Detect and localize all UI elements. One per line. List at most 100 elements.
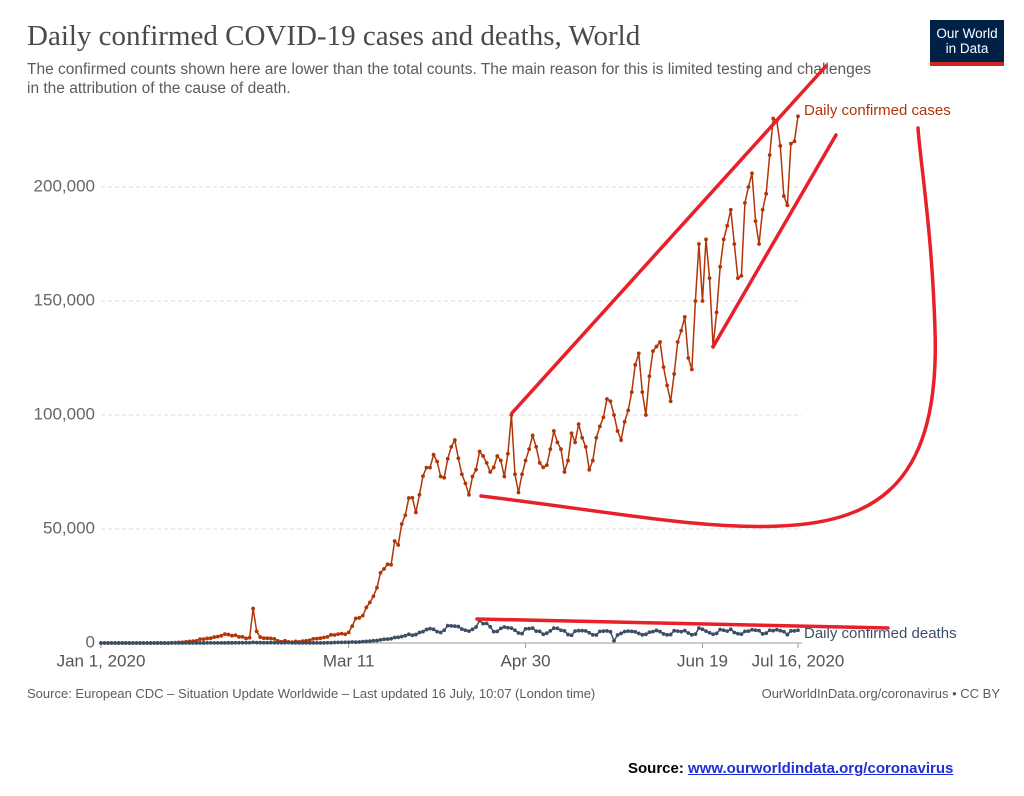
- data-point: [474, 625, 478, 629]
- data-point: [530, 626, 535, 631]
- data-point: [307, 641, 312, 645]
- data-point: [615, 633, 620, 637]
- data-point: [746, 185, 751, 189]
- data-point: [612, 638, 616, 643]
- data-point: [714, 310, 719, 315]
- data-point: [222, 640, 227, 645]
- data-point: [523, 626, 528, 631]
- data-point: [382, 637, 386, 642]
- data-point: [700, 627, 705, 632]
- data-point: [757, 242, 761, 246]
- data-point: [148, 641, 153, 645]
- source-link[interactable]: www.ourworldindata.org/coronavirus: [688, 760, 954, 777]
- data-point: [569, 431, 574, 436]
- data-point: [544, 463, 549, 468]
- data-point: [212, 640, 217, 645]
- data-point: [569, 633, 574, 638]
- data-point: [145, 641, 149, 645]
- data-point: [138, 641, 142, 645]
- data-point: [509, 626, 514, 631]
- data-point: [679, 328, 684, 333]
- data-point: [396, 543, 401, 547]
- data-point: [364, 605, 369, 610]
- data-point: [371, 594, 376, 599]
- data-point: [636, 351, 641, 356]
- data-point: [764, 631, 769, 636]
- data-point: [590, 458, 595, 463]
- data-point: [389, 562, 394, 567]
- data-point: [488, 624, 493, 629]
- data-point: [343, 640, 348, 645]
- data-point: [353, 616, 358, 621]
- source: Source: European CDC – Situation Update …: [27, 686, 596, 701]
- data-point: [484, 460, 489, 465]
- data-point: [141, 641, 146, 645]
- data-point: [643, 632, 648, 637]
- data-point: [470, 627, 475, 632]
- data-point: [169, 641, 174, 645]
- data-point: [516, 631, 521, 635]
- data-point: [244, 640, 248, 645]
- data-point: [360, 639, 365, 644]
- data-point: [424, 465, 429, 470]
- data-point: [707, 630, 712, 635]
- data-point: [523, 458, 528, 463]
- data-point: [233, 633, 238, 638]
- data-point: [474, 467, 478, 472]
- data-point: [633, 362, 638, 367]
- data-point: [467, 492, 471, 497]
- x-tick-label: Jun 19: [677, 651, 728, 670]
- data-point: [367, 600, 372, 605]
- data-point: [689, 632, 694, 637]
- data-point: [548, 447, 553, 452]
- data-point: [357, 640, 362, 644]
- data-point: [261, 640, 266, 645]
- data-point: [580, 435, 585, 440]
- data-point: [410, 633, 415, 638]
- data-point: [413, 632, 418, 637]
- data-point: [718, 264, 723, 269]
- data-point: [467, 629, 471, 634]
- data-point: [636, 631, 641, 636]
- data-point: [254, 640, 259, 645]
- annotations: [475, 64, 937, 630]
- data-point: [120, 641, 125, 645]
- data-point: [693, 299, 698, 303]
- data-point: [463, 628, 468, 633]
- data-point: [311, 636, 316, 641]
- data-point: [279, 640, 284, 645]
- data-point: [548, 629, 553, 633]
- data-point: [389, 636, 394, 641]
- data-point: [594, 633, 599, 637]
- data-point: [127, 641, 132, 645]
- data-point: [583, 629, 588, 633]
- data-point: [651, 349, 655, 354]
- data-point: [665, 632, 669, 637]
- data-point: [608, 629, 613, 634]
- data-point: [513, 472, 517, 477]
- data-point: [396, 635, 401, 640]
- data-point: [619, 631, 623, 636]
- data-point: [286, 640, 291, 645]
- data-point: [743, 201, 747, 205]
- data-point: [576, 628, 581, 633]
- series-label: Daily confirmed cases: [804, 102, 951, 119]
- data-point: [417, 492, 422, 497]
- data-point: [767, 153, 772, 157]
- data-point: [711, 632, 715, 637]
- data-point: [318, 640, 323, 645]
- data-point: [601, 629, 606, 634]
- data-point: [293, 640, 298, 645]
- data-point: [187, 641, 192, 645]
- data-point: [707, 276, 712, 281]
- data-point: [661, 631, 666, 636]
- y-tick-label: 150,000: [34, 290, 95, 309]
- data-point: [410, 495, 415, 500]
- data-point: [375, 585, 379, 590]
- series-label: Daily confirmed deaths: [804, 625, 957, 642]
- y-tick-label: 0: [86, 632, 95, 651]
- data-point: [332, 640, 337, 645]
- logo: Our World in Data: [930, 20, 1004, 66]
- data-point: [247, 640, 252, 645]
- data-point: [343, 632, 348, 637]
